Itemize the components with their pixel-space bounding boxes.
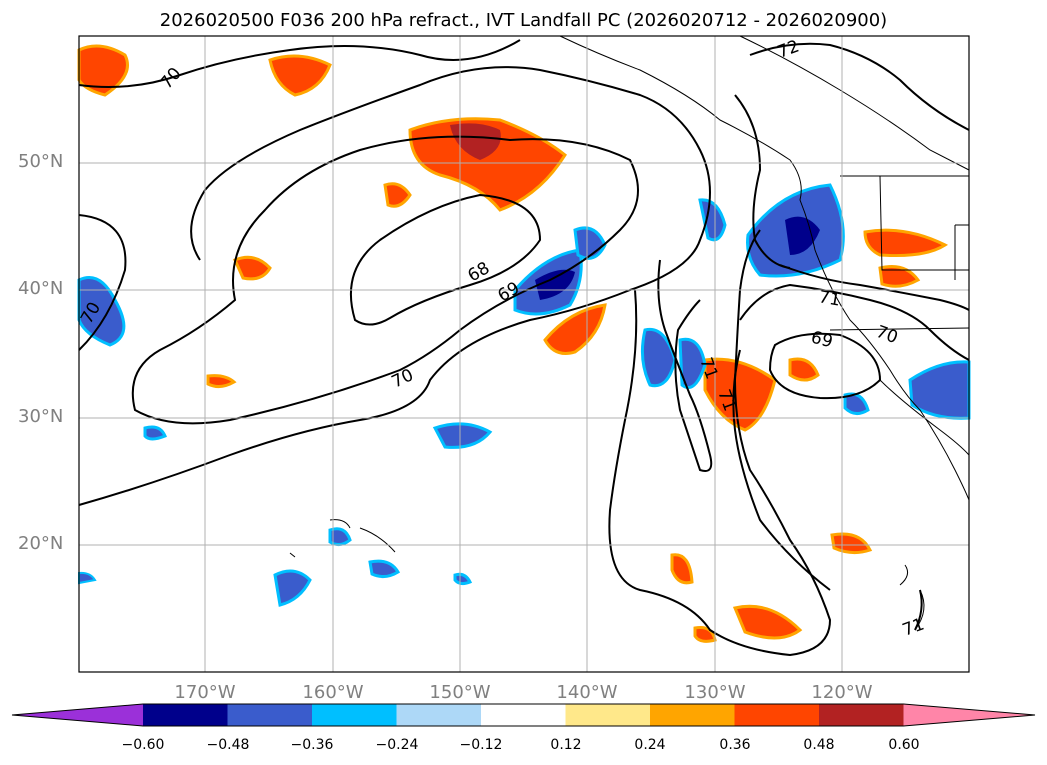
colorbar-segment — [734, 704, 820, 726]
positive-anomaly-shading — [77, 44, 949, 643]
longitude-label: 120°W — [811, 682, 873, 703]
colorbar-outline — [11, 703, 1036, 727]
map-title: 2026020500 F036 200 hPa refract., IVT La… — [159, 10, 888, 31]
colorbar-tick: −0.48 — [206, 737, 250, 753]
colorbar-segment — [650, 704, 735, 726]
colorbar-segment — [481, 704, 566, 726]
colorbar-segment — [227, 704, 313, 726]
latitude-label: 50°N — [18, 151, 64, 172]
contour-label-group: 72 70 70 68 69 70 71 70 69 71 71 71 — [77, 37, 927, 641]
longitude-label: 130°W — [684, 682, 746, 703]
longitude-label: 170°W — [174, 682, 236, 703]
colorbar-tick: 0.24 — [634, 737, 666, 753]
colorbar-segment — [143, 704, 228, 726]
colorbar-segment — [396, 704, 482, 726]
longitude-label: 140°W — [556, 682, 618, 703]
colorbar-extend-max — [903, 704, 1035, 726]
colorbar-extend-min — [12, 704, 143, 726]
colorbar-tick: 0.12 — [550, 737, 582, 753]
contour-lines — [78, 39, 970, 657]
colorbar-tick: 0.60 — [888, 737, 920, 753]
colorbar-tick: −0.60 — [121, 737, 165, 753]
negative-anomaly-shading — [77, 183, 971, 607]
colorbar-segment — [312, 704, 397, 726]
plot-frame — [78, 35, 970, 673]
coastlines — [289, 35, 970, 631]
colorbar-tick: −0.24 — [375, 737, 419, 753]
latitude-label: 30°N — [18, 406, 64, 427]
longitude-label: 150°W — [429, 682, 491, 703]
gridlines — [79, 36, 969, 672]
latitude-label: 40°N — [18, 278, 64, 299]
latitude-label: 20°N — [18, 533, 64, 554]
colorbar-segment — [565, 704, 651, 726]
contour-label: 71 — [817, 287, 842, 310]
colorbar-tick: 0.36 — [719, 737, 751, 753]
colorbar-segments — [11, 703, 1036, 727]
colorbar-tick: −0.36 — [290, 737, 334, 753]
longitude-label: 160°W — [302, 682, 364, 703]
colorbar-segment — [819, 704, 904, 726]
colorbar-tick: −0.12 — [459, 737, 503, 753]
colorbar-tick: 0.48 — [803, 737, 835, 753]
